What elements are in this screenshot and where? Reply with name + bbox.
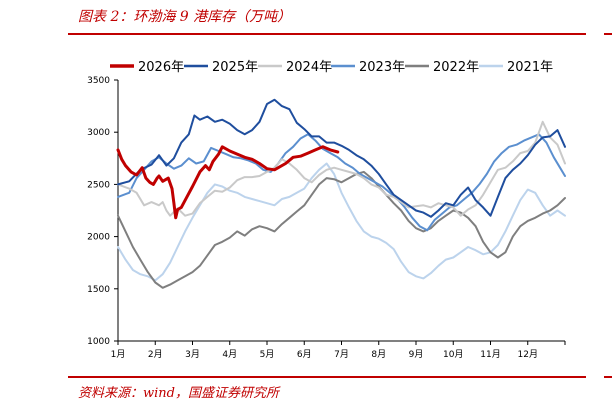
line-chart: 1000 1500 2000 2500 3000 3500 1月 2月 3月 4月 5月 6月 7月 8月… xyxy=(87,60,566,360)
legend-label: 2023年 xyxy=(359,60,405,75)
series-line-2022年 xyxy=(117,170,566,289)
legend-label: 2026年 xyxy=(138,60,184,75)
y-tick-label: 1000 xyxy=(87,337,110,347)
y-tick-label: 2000 xyxy=(87,233,110,243)
y-tick-label: 1500 xyxy=(87,285,110,295)
top-divider xyxy=(68,33,586,35)
bottom-divider-right xyxy=(604,376,612,378)
x-tick-label: 10月 xyxy=(443,349,463,360)
y-tick-label: 3500 xyxy=(87,76,110,86)
x-tick-label: 5月 xyxy=(260,349,275,360)
legend-label: 2024年 xyxy=(286,60,332,75)
x-tick-label: 9月 xyxy=(409,349,424,360)
series-line-2025年 xyxy=(117,98,566,218)
x-tick-label: 6月 xyxy=(297,349,312,360)
x-tick-label: 7月 xyxy=(334,349,349,360)
legend-label: 2021年 xyxy=(507,60,553,75)
y-tick-label: 3000 xyxy=(87,128,110,138)
top-divider-right xyxy=(604,33,612,35)
chart-title: 图表 2：环渤海 9 港库存（万吨） xyxy=(78,9,292,25)
series-line-2024年 xyxy=(117,120,566,217)
x-tick-label: 4月 xyxy=(222,349,237,360)
x-tick-label: 2月 xyxy=(148,349,163,360)
bottom-divider xyxy=(68,376,586,378)
x-tick-label: 3月 xyxy=(185,349,200,360)
x-tick-label: 1月 xyxy=(111,349,126,360)
legend-label: 2022年 xyxy=(433,60,479,75)
x-tick-label: 12月 xyxy=(518,349,538,360)
legend-label: 2025年 xyxy=(212,60,258,75)
series-line-2026年 xyxy=(116,145,340,220)
x-tick-label: 11月 xyxy=(480,349,500,360)
series-line-2021年 xyxy=(117,162,566,282)
x-tick-label: 8月 xyxy=(371,349,386,360)
series-line-2023年 xyxy=(117,133,566,232)
y-tick-label: 2500 xyxy=(87,180,110,190)
source-note: 资料来源：wind，国盛证券研究所 xyxy=(78,386,279,401)
